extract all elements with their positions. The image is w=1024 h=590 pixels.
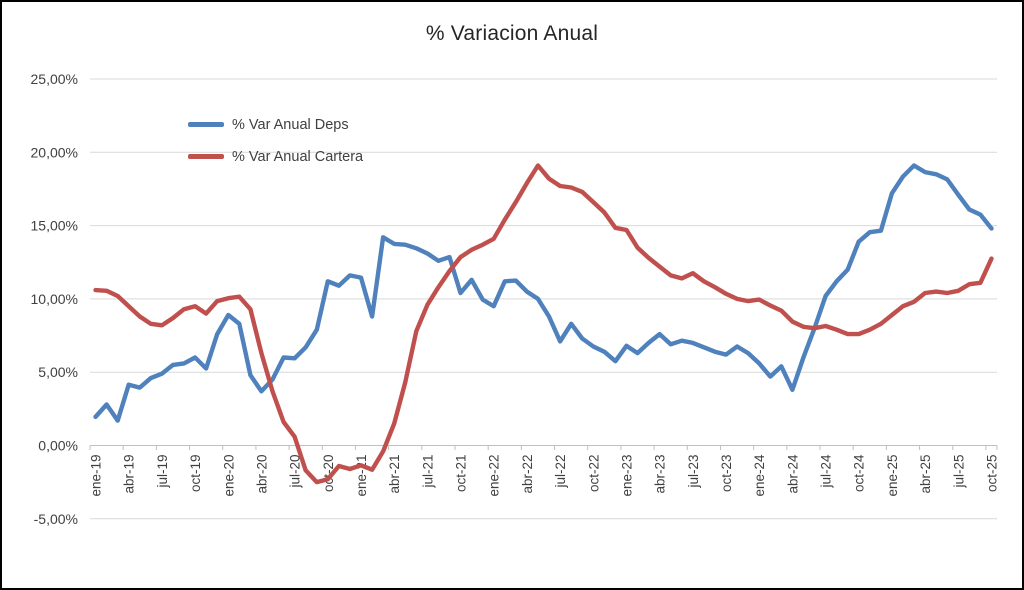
x-tick-label: abr-20 xyxy=(254,455,269,494)
x-tick-label: oct-24 xyxy=(852,454,867,492)
y-tick-label: 25,00% xyxy=(31,71,78,87)
legend: % Var Anual Deps % Var Anual Cartera xyxy=(188,114,363,167)
legend-label-deps: % Var Anual Deps xyxy=(232,116,349,133)
series-line-cartera xyxy=(93,163,994,485)
x-tick-label: abr-19 xyxy=(122,455,137,494)
x-tick-label: jul-21 xyxy=(420,455,435,489)
y-tick-label: 10,00% xyxy=(31,291,78,307)
x-tick-label: abr-24 xyxy=(785,454,800,494)
x-tick-label: jul-23 xyxy=(686,455,701,489)
gridlines xyxy=(90,78,997,520)
chart-title: % Variacion Anual xyxy=(425,22,599,45)
x-tick-label: ene-20 xyxy=(221,455,236,497)
x-tick-label: ene-24 xyxy=(752,454,767,497)
y-tick-label: 0,00% xyxy=(38,438,78,454)
x-tick-label: oct-22 xyxy=(586,455,601,493)
x-tick-label: ene-25 xyxy=(885,455,900,497)
legend-item-cartera: % Var Anual Cartera xyxy=(188,146,363,167)
x-tick-label: oct-20 xyxy=(321,455,336,493)
x-tick-label: jul-24 xyxy=(819,454,834,489)
x-tick-label: oct-21 xyxy=(454,455,469,493)
x-tick-label: jul-22 xyxy=(553,455,568,489)
x-tick-label: ene-21 xyxy=(354,455,369,497)
y-tick-label: 20,00% xyxy=(31,144,78,160)
y-tick-label: 15,00% xyxy=(31,218,78,234)
series-line-deps xyxy=(93,163,994,423)
x-tick-label: ene-22 xyxy=(487,454,502,496)
x-tick-label: jul-20 xyxy=(288,455,303,489)
x-axis-ticks xyxy=(89,445,998,450)
legend-label-cartera: % Var Anual Cartera xyxy=(232,148,364,165)
x-tick-label: jul-19 xyxy=(155,455,170,489)
x-tick-label: abr-22 xyxy=(520,455,535,494)
x-axis-labels: ene-19 abr-19 jul-19 oct-19 ene-20 abr-20 jul-… xyxy=(89,454,1000,497)
x-tick-label: ene-23 xyxy=(619,455,634,497)
x-tick-label: oct-19 xyxy=(188,455,203,493)
legend-item-deps: % Var Anual Deps xyxy=(188,114,363,135)
x-tick-label: abr-21 xyxy=(387,455,402,494)
x-tick-label: ene-19 xyxy=(89,455,104,497)
x-tick-label: oct-23 xyxy=(719,455,734,493)
x-tick-label: abr-25 xyxy=(918,455,933,494)
legend-line-swatch-deps xyxy=(188,122,224,127)
x-tick-label: jul-25 xyxy=(951,455,966,489)
x-tick-label: abr-23 xyxy=(653,455,668,494)
y-axis-labels: 25,00% 20,00% 15,00% 10,00% 5,00% 0,00% -5,00% xyxy=(31,71,78,527)
y-tick-label: 5,00% xyxy=(38,364,78,380)
legend-line-swatch-cartera xyxy=(188,154,224,159)
x-tick-label: oct-25 xyxy=(984,455,999,493)
y-tick-label: -5,00% xyxy=(34,511,78,527)
